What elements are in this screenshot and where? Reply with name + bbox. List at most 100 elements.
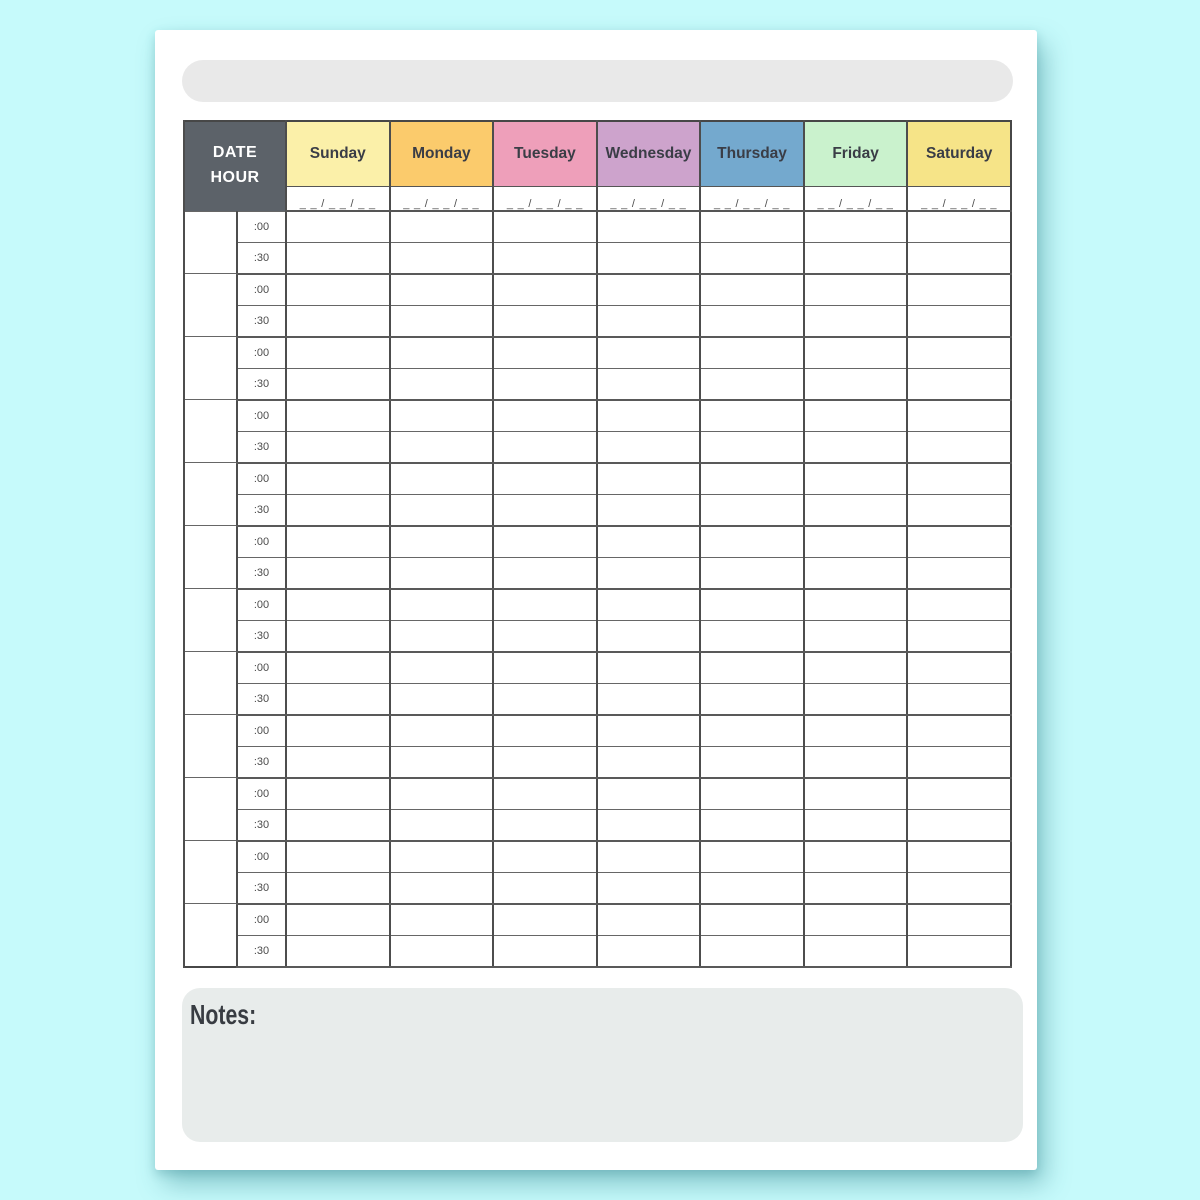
schedule-cell-saturday[interactable] <box>906 682 1012 716</box>
schedule-cell-thursday[interactable] <box>699 682 805 716</box>
schedule-cell-friday[interactable] <box>802 525 908 558</box>
schedule-cell-wednesday[interactable] <box>595 903 701 936</box>
schedule-cell-saturday[interactable] <box>906 588 1012 621</box>
schedule-cell-thursday[interactable] <box>699 241 805 275</box>
schedule-cell-sunday[interactable] <box>285 588 391 621</box>
schedule-cell-tuesday[interactable] <box>492 304 598 338</box>
schedule-cell-tuesday[interactable] <box>492 903 598 936</box>
schedule-cell-friday[interactable] <box>802 430 908 464</box>
schedule-cell-wednesday[interactable] <box>595 399 701 432</box>
date-field-monday[interactable]: _ _ / _ _ / _ _ <box>388 186 494 212</box>
schedule-cell-saturday[interactable] <box>906 241 1012 275</box>
schedule-cell-saturday[interactable] <box>906 556 1012 590</box>
schedule-cell-wednesday[interactable] <box>595 241 701 275</box>
schedule-cell-tuesday[interactable] <box>492 682 598 716</box>
schedule-cell-tuesday[interactable] <box>492 241 598 275</box>
schedule-cell-sunday[interactable] <box>285 430 391 464</box>
schedule-cell-saturday[interactable] <box>906 525 1012 558</box>
schedule-cell-sunday[interactable] <box>285 399 391 432</box>
schedule-cell-friday[interactable] <box>802 871 908 905</box>
schedule-cell-thursday[interactable] <box>699 808 805 842</box>
schedule-cell-friday[interactable] <box>802 493 908 527</box>
schedule-cell-sunday[interactable] <box>285 556 391 590</box>
hour-field[interactable] <box>183 903 238 967</box>
schedule-cell-wednesday[interactable] <box>595 430 701 464</box>
hour-field[interactable] <box>183 840 238 904</box>
schedule-cell-thursday[interactable] <box>699 745 805 779</box>
schedule-cell-tuesday[interactable] <box>492 493 598 527</box>
schedule-cell-tuesday[interactable] <box>492 273 598 306</box>
title-field[interactable] <box>182 60 1013 102</box>
schedule-cell-thursday[interactable] <box>699 336 805 369</box>
schedule-cell-friday[interactable] <box>802 840 908 873</box>
schedule-cell-wednesday[interactable] <box>595 777 701 810</box>
schedule-cell-sunday[interactable] <box>285 304 391 338</box>
schedule-cell-monday[interactable] <box>388 525 494 558</box>
schedule-cell-monday[interactable] <box>388 903 494 936</box>
schedule-cell-sunday[interactable] <box>285 462 391 495</box>
schedule-cell-tuesday[interactable] <box>492 871 598 905</box>
schedule-cell-sunday[interactable] <box>285 367 391 401</box>
schedule-cell-wednesday[interactable] <box>595 210 701 243</box>
schedule-cell-wednesday[interactable] <box>595 871 701 905</box>
schedule-cell-wednesday[interactable] <box>595 336 701 369</box>
schedule-cell-monday[interactable] <box>388 336 494 369</box>
schedule-cell-sunday[interactable] <box>285 871 391 905</box>
schedule-cell-monday[interactable] <box>388 241 494 275</box>
schedule-cell-saturday[interactable] <box>906 304 1012 338</box>
schedule-cell-wednesday[interactable] <box>595 745 701 779</box>
schedule-cell-friday[interactable] <box>802 745 908 779</box>
date-field-wednesday[interactable]: _ _ / _ _ / _ _ <box>595 186 701 212</box>
hour-field[interactable] <box>183 399 238 463</box>
hour-field[interactable] <box>183 336 238 400</box>
schedule-cell-wednesday[interactable] <box>595 588 701 621</box>
hour-field[interactable] <box>183 651 238 715</box>
schedule-cell-saturday[interactable] <box>906 210 1012 243</box>
schedule-cell-tuesday[interactable] <box>492 210 598 243</box>
schedule-cell-friday[interactable] <box>802 777 908 810</box>
schedule-cell-thursday[interactable] <box>699 934 805 968</box>
schedule-cell-friday[interactable] <box>802 934 908 968</box>
schedule-cell-friday[interactable] <box>802 241 908 275</box>
date-field-sunday[interactable]: _ _ / _ _ / _ _ <box>285 186 391 212</box>
schedule-cell-wednesday[interactable] <box>595 682 701 716</box>
schedule-cell-saturday[interactable] <box>906 745 1012 779</box>
schedule-cell-monday[interactable] <box>388 210 494 243</box>
schedule-cell-monday[interactable] <box>388 462 494 495</box>
schedule-cell-sunday[interactable] <box>285 714 391 747</box>
schedule-cell-saturday[interactable] <box>906 777 1012 810</box>
schedule-cell-sunday[interactable] <box>285 651 391 684</box>
schedule-cell-monday[interactable] <box>388 493 494 527</box>
schedule-cell-tuesday[interactable] <box>492 934 598 968</box>
schedule-cell-tuesday[interactable] <box>492 714 598 747</box>
schedule-cell-tuesday[interactable] <box>492 525 598 558</box>
schedule-cell-sunday[interactable] <box>285 493 391 527</box>
schedule-cell-sunday[interactable] <box>285 619 391 653</box>
schedule-cell-friday[interactable] <box>802 399 908 432</box>
schedule-cell-tuesday[interactable] <box>492 462 598 495</box>
schedule-cell-friday[interactable] <box>802 903 908 936</box>
hour-field[interactable] <box>183 273 238 337</box>
schedule-cell-thursday[interactable] <box>699 462 805 495</box>
schedule-cell-wednesday[interactable] <box>595 304 701 338</box>
schedule-cell-saturday[interactable] <box>906 808 1012 842</box>
schedule-cell-friday[interactable] <box>802 651 908 684</box>
schedule-cell-monday[interactable] <box>388 619 494 653</box>
schedule-cell-friday[interactable] <box>802 808 908 842</box>
schedule-cell-wednesday[interactable] <box>595 556 701 590</box>
schedule-cell-saturday[interactable] <box>906 493 1012 527</box>
schedule-cell-tuesday[interactable] <box>492 777 598 810</box>
hour-field[interactable] <box>183 210 238 274</box>
schedule-cell-sunday[interactable] <box>285 241 391 275</box>
schedule-cell-monday[interactable] <box>388 556 494 590</box>
schedule-cell-sunday[interactable] <box>285 210 391 243</box>
schedule-cell-friday[interactable] <box>802 367 908 401</box>
schedule-cell-tuesday[interactable] <box>492 619 598 653</box>
schedule-cell-thursday[interactable] <box>699 273 805 306</box>
date-field-tuesday[interactable]: _ _ / _ _ / _ _ <box>492 186 598 212</box>
schedule-cell-friday[interactable] <box>802 619 908 653</box>
schedule-cell-thursday[interactable] <box>699 777 805 810</box>
schedule-cell-friday[interactable] <box>802 304 908 338</box>
schedule-cell-thursday[interactable] <box>699 367 805 401</box>
schedule-cell-thursday[interactable] <box>699 619 805 653</box>
